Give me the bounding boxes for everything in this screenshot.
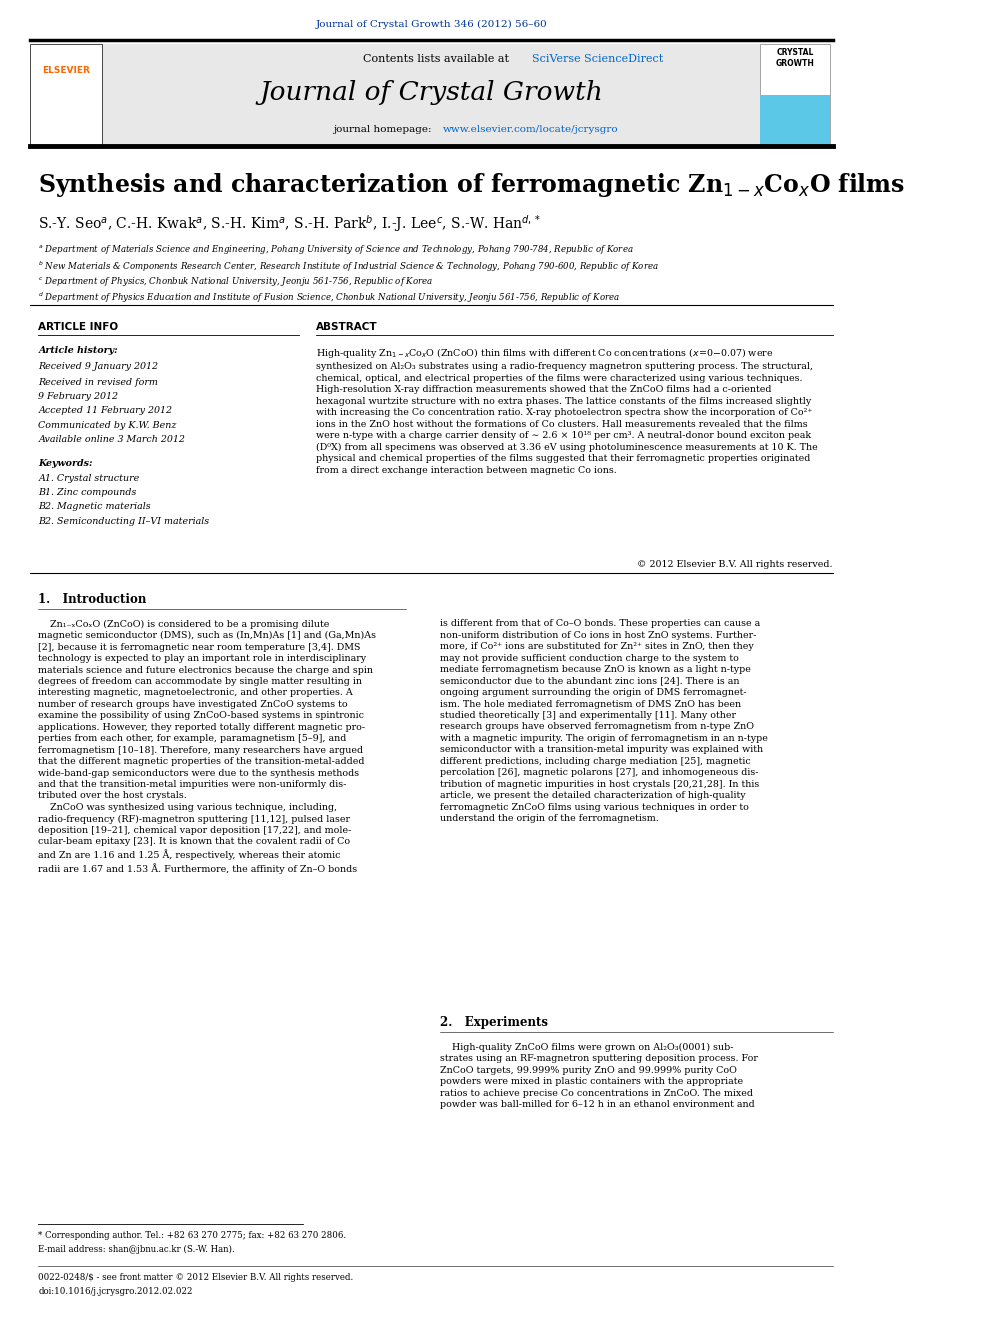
Text: Synthesis and characterization of ferromagnetic Zn$_{1-x}$Co$_x$O films: Synthesis and characterization of ferrom… bbox=[39, 171, 906, 200]
Text: is different from that of Co–O bonds. These properties can cause a
non-uniform d: is different from that of Co–O bonds. Th… bbox=[439, 619, 768, 823]
Text: $^d$ Department of Physics Education and Institute of Fusion Science, Chonbuk Na: $^d$ Department of Physics Education and… bbox=[39, 291, 620, 306]
Text: © 2012 Elsevier B.V. All rights reserved.: © 2012 Elsevier B.V. All rights reserved… bbox=[638, 560, 833, 569]
Text: Contents lists available at: Contents lists available at bbox=[363, 54, 513, 64]
FancyBboxPatch shape bbox=[760, 44, 830, 144]
Text: High-quality Zn$_{1-x}$Co$_x$O (ZnCoO) thin films with different Co concentratio: High-quality Zn$_{1-x}$Co$_x$O (ZnCoO) t… bbox=[316, 347, 817, 475]
Text: www.elsevier.com/locate/jcrysgro: www.elsevier.com/locate/jcrysgro bbox=[442, 126, 618, 134]
Text: Journal of Crystal Growth 346 (2012) 56–60: Journal of Crystal Growth 346 (2012) 56–… bbox=[315, 20, 548, 29]
Text: 9 February 2012: 9 February 2012 bbox=[39, 392, 118, 401]
Text: Received 9 January 2012: Received 9 January 2012 bbox=[39, 361, 159, 370]
Text: $^c$ Department of Physics, Chonbuk National University, Jeonju 561-756, Republi: $^c$ Department of Physics, Chonbuk Nati… bbox=[39, 275, 434, 288]
Text: CRYSTAL
GROWTH: CRYSTAL GROWTH bbox=[776, 48, 814, 67]
Text: Received in revised form: Received in revised form bbox=[39, 377, 158, 386]
Text: Zn₁₋ₓCoₓO (ZnCoO) is considered to be a promising dilute
magnetic semiconductor : Zn₁₋ₓCoₓO (ZnCoO) is considered to be a … bbox=[39, 619, 376, 875]
Text: 0022-0248/$ - see front matter © 2012 Elsevier B.V. All rights reserved.: 0022-0248/$ - see front matter © 2012 El… bbox=[39, 1273, 353, 1282]
Text: 2.   Experiments: 2. Experiments bbox=[439, 1016, 548, 1029]
Text: 1.   Introduction: 1. Introduction bbox=[39, 593, 147, 606]
Text: Keywords:: Keywords: bbox=[39, 459, 93, 468]
Text: Article history:: Article history: bbox=[39, 347, 118, 355]
Text: journal homepage:: journal homepage: bbox=[333, 126, 438, 134]
Text: ARTICLE INFO: ARTICLE INFO bbox=[39, 323, 118, 332]
Text: B2. Semiconducting II–VI materials: B2. Semiconducting II–VI materials bbox=[39, 517, 209, 525]
Text: S.-Y. Seo$^a$, C.-H. Kwak$^a$, S.-H. Kim$^a$, S.-H. Park$^b$, I.-J. Lee$^c$, S.-: S.-Y. Seo$^a$, C.-H. Kwak$^a$, S.-H. Kim… bbox=[39, 213, 542, 234]
Text: $^a$ Department of Materials Science and Engineering, Pohang University of Scien: $^a$ Department of Materials Science and… bbox=[39, 243, 634, 257]
FancyBboxPatch shape bbox=[102, 44, 760, 144]
FancyBboxPatch shape bbox=[760, 95, 830, 144]
Text: ELSEVIER: ELSEVIER bbox=[43, 66, 90, 75]
Text: Accepted 11 February 2012: Accepted 11 February 2012 bbox=[39, 406, 173, 415]
Text: * Corresponding author. Tel.: +82 63 270 2775; fax: +82 63 270 2806.: * Corresponding author. Tel.: +82 63 270… bbox=[39, 1230, 346, 1240]
Text: SciVerse ScienceDirect: SciVerse ScienceDirect bbox=[532, 54, 664, 64]
Text: A1. Crystal structure: A1. Crystal structure bbox=[39, 474, 140, 483]
Text: Communicated by K.W. Benz: Communicated by K.W. Benz bbox=[39, 421, 177, 430]
Text: High-quality ZnCoO films were grown on Al₂O₃(0001) sub-
strates using an RF-magn: High-quality ZnCoO films were grown on A… bbox=[439, 1043, 758, 1109]
Text: B1. Zinc compounds: B1. Zinc compounds bbox=[39, 488, 137, 497]
Text: E-mail address: shan@jbnu.ac.kr (S.-W. Han).: E-mail address: shan@jbnu.ac.kr (S.-W. H… bbox=[39, 1245, 235, 1254]
Text: Available online 3 March 2012: Available online 3 March 2012 bbox=[39, 435, 186, 445]
Text: $^b$ New Materials & Components Research Center, Research Institute of Industria: $^b$ New Materials & Components Research… bbox=[39, 259, 660, 274]
Text: ABSTRACT: ABSTRACT bbox=[316, 323, 378, 332]
Text: B2. Magnetic materials: B2. Magnetic materials bbox=[39, 503, 151, 512]
Text: doi:10.1016/j.jcrysgro.2012.02.022: doi:10.1016/j.jcrysgro.2012.02.022 bbox=[39, 1287, 192, 1297]
FancyBboxPatch shape bbox=[30, 44, 102, 144]
Text: Journal of Crystal Growth: Journal of Crystal Growth bbox=[260, 81, 603, 106]
